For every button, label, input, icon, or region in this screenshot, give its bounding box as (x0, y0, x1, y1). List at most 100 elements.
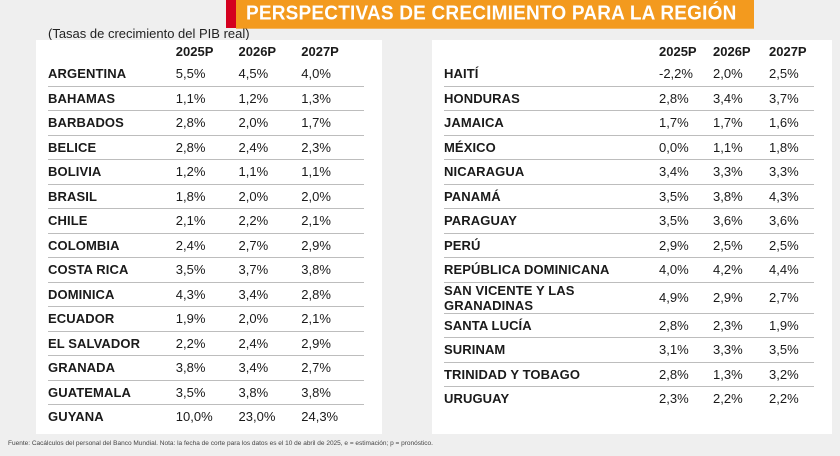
country-name: SANTA LUCÍA (444, 313, 659, 338)
growth-value: 3,7% (769, 86, 814, 111)
growth-value: 3,5% (175, 380, 239, 405)
country-header (48, 40, 176, 62)
table-row: COSTA RICA 3,5% 3,7% 3,8% (48, 257, 364, 283)
growth-value: 3,3% (769, 159, 814, 185)
country-name: BAHAMAS (48, 86, 176, 111)
growth-value: 1,6% (769, 110, 814, 136)
table-row: BARBADOS 2,8% 2,0% 1,7% (48, 110, 364, 136)
growth-value: 1,7% (301, 110, 364, 136)
growth-value: 2,8% (175, 110, 239, 136)
header-row: 2025P 2026P 2027P (444, 40, 814, 62)
growth-value: 2,4% (238, 135, 302, 160)
country-name: BRASIL (48, 184, 176, 209)
growth-value: 3,8% (713, 184, 769, 209)
growth-value: 2,3% (301, 135, 364, 160)
growth-value: 2,4% (238, 331, 302, 356)
growth-value: 2,9% (713, 282, 769, 314)
growth-value: 2,5% (713, 233, 769, 258)
growth-value: 1,1% (238, 159, 302, 185)
growth-value: 5,5% (175, 62, 239, 87)
header-row: 2025P 2026P 2027P (48, 40, 364, 62)
country-name: REPÚBLICA DOMINICANA (444, 257, 659, 283)
growth-value: 3,6% (713, 208, 769, 234)
growth-value: 2,1% (175, 208, 239, 234)
country-name: HONDURAS (444, 86, 659, 111)
country-name: SURINAM (444, 337, 659, 363)
column-header: 2027P (301, 43, 339, 59)
growth-value: 2,0% (238, 306, 302, 332)
growth-value: 2,0% (238, 184, 302, 209)
growth-value: 3,1% (659, 337, 713, 363)
growth-value: 2,1% (301, 306, 364, 332)
growth-value: 3,3% (713, 337, 769, 363)
growth-value: 2,2% (175, 331, 239, 356)
table-row: BAHAMAS 1,1% 1,2% 1,3% (48, 86, 364, 111)
country-name: NICARAGUA (444, 159, 659, 185)
right-panel: 2025P 2026P 2027P HAITÍ -2,2% 2,0% 2,5% HOND… (432, 40, 832, 434)
table-row: GUYANA 10,0% 23,0% 24,3% (48, 405, 364, 429)
growth-value: 3,4% (659, 159, 713, 185)
country-name: DOMINICA (48, 282, 176, 307)
growth-value: 3,4% (238, 282, 302, 307)
growth-value: 2,8% (301, 282, 364, 307)
country-name: PARAGUAY (444, 208, 659, 234)
table-row: HAITÍ -2,2% 2,0% 2,5% (444, 62, 814, 87)
growth-value: 1,1% (175, 86, 239, 111)
country-name: GUYANA (48, 409, 104, 425)
country-name: CHILE (48, 208, 176, 234)
right-table: 2025P 2026P 2027P HAITÍ -2,2% 2,0% 2,5% HOND… (444, 40, 814, 411)
growth-value: 2,5% (769, 62, 814, 87)
left-table: 2025P 2026P 2027P ARGENTINA 5,5% 4,5% 4,0% B… (48, 40, 364, 429)
right-table-body: HAITÍ -2,2% 2,0% 2,5% HONDURAS 2,8% 3,4% 3,7% JA… (444, 62, 814, 411)
table-row: BOLIVIA 1,2% 1,1% 1,1% (48, 159, 364, 185)
table-row: BELICE 2,8% 2,4% 2,3% (48, 135, 364, 160)
growth-value: 2,4% (175, 233, 239, 258)
growth-value: 2,2% (769, 391, 799, 407)
growth-value: 2,3% (659, 391, 689, 407)
growth-value: 2,9% (301, 233, 364, 258)
growth-value: 2,0% (713, 62, 769, 87)
country-name: GUATEMALA (48, 380, 176, 405)
column-header: 2026P (238, 43, 277, 59)
growth-value: 2,7% (769, 282, 814, 314)
table-row: CHILE 2,1% 2,2% 2,1% (48, 208, 364, 234)
table-row: ECUADOR 1,9% 2,0% 2,1% (48, 306, 364, 332)
growth-value: 3,8% (301, 257, 364, 283)
column-header: 2026P (713, 43, 751, 59)
growth-value: 10,0% (175, 409, 213, 425)
table-row: URUGUAY 2,3% 2,2% 2,2% (444, 387, 814, 411)
table-row: PARAGUAY 3,5% 3,6% 3,6% (444, 208, 814, 234)
table-row: SANTA LUCÍA 2,8% 2,3% 1,9% (444, 313, 814, 338)
table-row: TRINIDAD Y TOBAGO 2,8% 1,3% 3,2% (444, 362, 814, 387)
growth-value: 4,4% (769, 257, 814, 283)
growth-value: 4,0% (659, 257, 713, 283)
table-row: COLOMBIA 2,4% 2,7% 2,9% (48, 233, 364, 258)
country-name: MÉXICO (444, 135, 659, 160)
country-name: GRANADA (48, 355, 176, 381)
table-row: MÉXICO 0,0% 1,1% 1,8% (444, 135, 814, 160)
growth-value: 2,0% (301, 184, 364, 209)
growth-value: 2,0% (238, 110, 302, 136)
growth-value: 2,1% (301, 208, 364, 234)
growth-value: 4,5% (238, 62, 302, 87)
country-name: URUGUAY (444, 391, 510, 407)
country-name: ARGENTINA (48, 62, 176, 87)
table-row: BRASIL 1,8% 2,0% 2,0% (48, 184, 364, 209)
growth-value: 1,2% (175, 159, 239, 185)
growth-value: 1,1% (713, 135, 769, 160)
growth-value: 1,2% (238, 86, 302, 111)
growth-value: 2,8% (659, 313, 713, 338)
growth-value: 3,8% (301, 380, 364, 405)
country-name: COLOMBIA (48, 233, 176, 258)
column-header: 2027P (769, 43, 807, 59)
growth-value: 2,9% (301, 331, 364, 356)
country-name: SAN VICENTE Y LAS GRANADINAS (444, 282, 659, 314)
growth-value: 1,7% (659, 110, 713, 136)
growth-value: 3,6% (769, 208, 814, 234)
growth-value: 1,9% (175, 306, 239, 332)
title-accent (226, 0, 236, 28)
table-row: ARGENTINA 5,5% 4,5% 4,0% (48, 62, 364, 87)
growth-value: 24,3% (301, 409, 339, 425)
growth-value: 3,8% (175, 355, 239, 381)
table-row: JAMAICA 1,7% 1,7% 1,6% (444, 110, 814, 136)
